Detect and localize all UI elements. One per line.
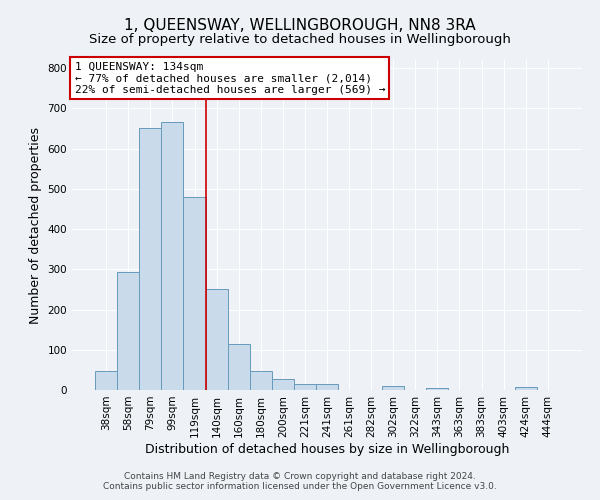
Bar	[161, 122, 184, 390]
Bar	[227, 344, 250, 390]
Bar	[117, 272, 139, 390]
Bar	[515, 387, 537, 390]
Bar	[139, 128, 161, 390]
Text: Contains HM Land Registry data © Crown copyright and database right 2024.: Contains HM Land Registry data © Crown c…	[124, 472, 476, 481]
Text: Contains public sector information licensed under the Open Government Licence v3: Contains public sector information licen…	[103, 482, 497, 491]
Bar	[294, 384, 316, 390]
Bar	[184, 197, 206, 390]
Bar	[95, 370, 117, 390]
Bar	[382, 386, 404, 390]
X-axis label: Distribution of detached houses by size in Wellingborough: Distribution of detached houses by size …	[145, 442, 509, 456]
Bar	[250, 370, 272, 390]
Y-axis label: Number of detached properties: Number of detached properties	[29, 126, 42, 324]
Text: 1 QUEENSWAY: 134sqm
← 77% of detached houses are smaller (2,014)
22% of semi-det: 1 QUEENSWAY: 134sqm ← 77% of detached ho…	[74, 62, 385, 95]
Text: 1, QUEENSWAY, WELLINGBOROUGH, NN8 3RA: 1, QUEENSWAY, WELLINGBOROUGH, NN8 3RA	[124, 18, 476, 32]
Text: Size of property relative to detached houses in Wellingborough: Size of property relative to detached ho…	[89, 32, 511, 46]
Bar	[272, 378, 294, 390]
Bar	[206, 289, 227, 390]
Bar	[316, 384, 338, 390]
Bar	[427, 388, 448, 390]
